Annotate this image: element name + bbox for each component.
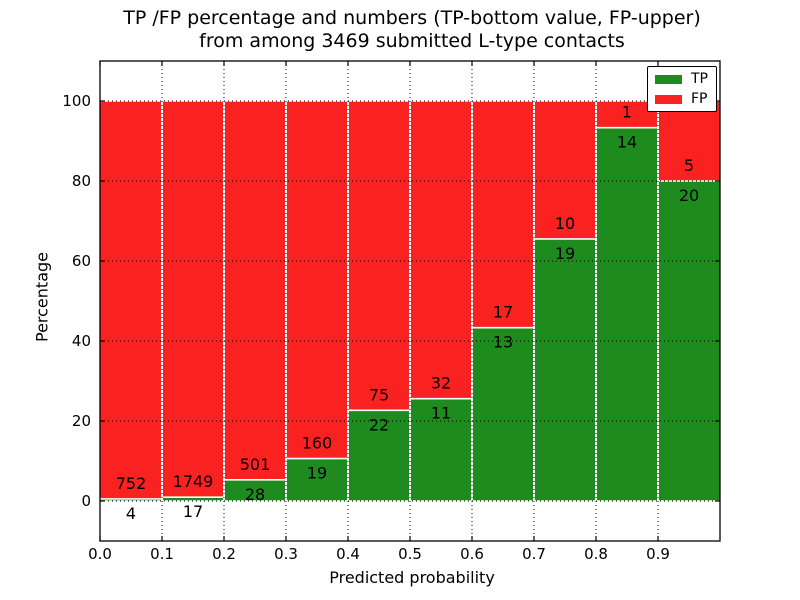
tp-count-label: 11 (431, 404, 451, 423)
tp-bar-segment (286, 458, 348, 501)
fp-bar-segment (286, 101, 348, 459)
tp-count-label: 19 (307, 464, 327, 483)
fp-count-label: 752 (116, 474, 147, 493)
y-tick-label: 60 (72, 252, 91, 270)
tp-count-label: 22 (369, 415, 389, 434)
y-tick-label: 40 (72, 332, 91, 350)
fp-bar-segment (224, 101, 286, 480)
legend-item-fp: FP (655, 92, 708, 106)
tp-bar-segment (224, 479, 286, 501)
fp-bar-segment (472, 101, 534, 328)
x-tick-label: 0.9 (646, 545, 670, 563)
x-tick-label: 0.4 (336, 545, 360, 563)
tp-bar-segment (410, 398, 472, 501)
tp-color-swatch (655, 74, 682, 84)
x-tick-label: 0.7 (522, 545, 546, 563)
tp-count-label: 19 (555, 244, 575, 263)
tp-bar-segment (596, 127, 658, 502)
plot-border (99, 60, 721, 542)
y-tick-label: 80 (72, 172, 91, 190)
fp-bar-segment (162, 101, 224, 498)
fp-bar-segment (534, 101, 596, 239)
y-axis-label: Percentage (32, 251, 52, 343)
legend-label-tp: TP (691, 71, 708, 87)
fp-count-label: 5 (684, 156, 694, 175)
y-tick-label: 20 (72, 412, 91, 430)
fp-count-label: 1749 (173, 472, 214, 491)
tp-count-label: 28 (245, 485, 265, 504)
chart-title-line1: TP /FP percentage and numbers (TP-bottom… (123, 7, 701, 29)
fp-count-label: 1 (622, 103, 632, 122)
fp-count-label: 501 (240, 455, 271, 474)
tp-count-label: 14 (617, 133, 637, 152)
fp-bar-segment (658, 101, 720, 181)
tp-count-label: 13 (493, 333, 513, 352)
fp-count-label: 160 (302, 434, 333, 453)
tp-bar-segment (348, 410, 410, 501)
fp-bar-segment (348, 101, 410, 411)
tp-count-label: 17 (183, 502, 203, 521)
fp-color-swatch (655, 94, 682, 104)
x-tick-label: 0.6 (460, 545, 484, 563)
chart-title: TP /FP percentage and numbers (TP-bottom… (20, 7, 800, 53)
tp-bar-segment (162, 497, 224, 501)
tp-count-label: 20 (679, 186, 699, 205)
x-tick-label: 0.3 (274, 545, 298, 563)
tp-bar-segment (100, 498, 162, 501)
fp-count-label: 17 (493, 303, 513, 322)
y-tick-label: 100 (62, 92, 91, 110)
tp-count-label: 4 (126, 504, 136, 523)
y-tick-label: 0 (81, 492, 91, 510)
x-tick-label: 0.8 (584, 545, 608, 563)
chart-title-line2: from among 3469 submitted L-type contact… (199, 30, 625, 52)
x-axis-label: Predicted probability (329, 568, 495, 587)
tp-bar-segment (472, 327, 534, 501)
x-tick-label: 0.5 (398, 545, 422, 563)
fp-count-label: 32 (431, 374, 451, 393)
x-tick-label: 0.2 (212, 545, 236, 563)
x-tick-label: 0.0 (88, 545, 112, 563)
legend-item-tp: TP (655, 72, 708, 86)
legend: TP FP (647, 66, 717, 112)
fp-bar-segment (100, 101, 162, 499)
tp-bar-segment (534, 238, 596, 501)
fp-count-label: 10 (555, 214, 575, 233)
x-tick-label: 0.1 (150, 545, 174, 563)
fp-count-label: 75 (369, 385, 389, 404)
legend-label-fp: FP (691, 91, 708, 107)
fp-bar-segment (410, 101, 472, 399)
